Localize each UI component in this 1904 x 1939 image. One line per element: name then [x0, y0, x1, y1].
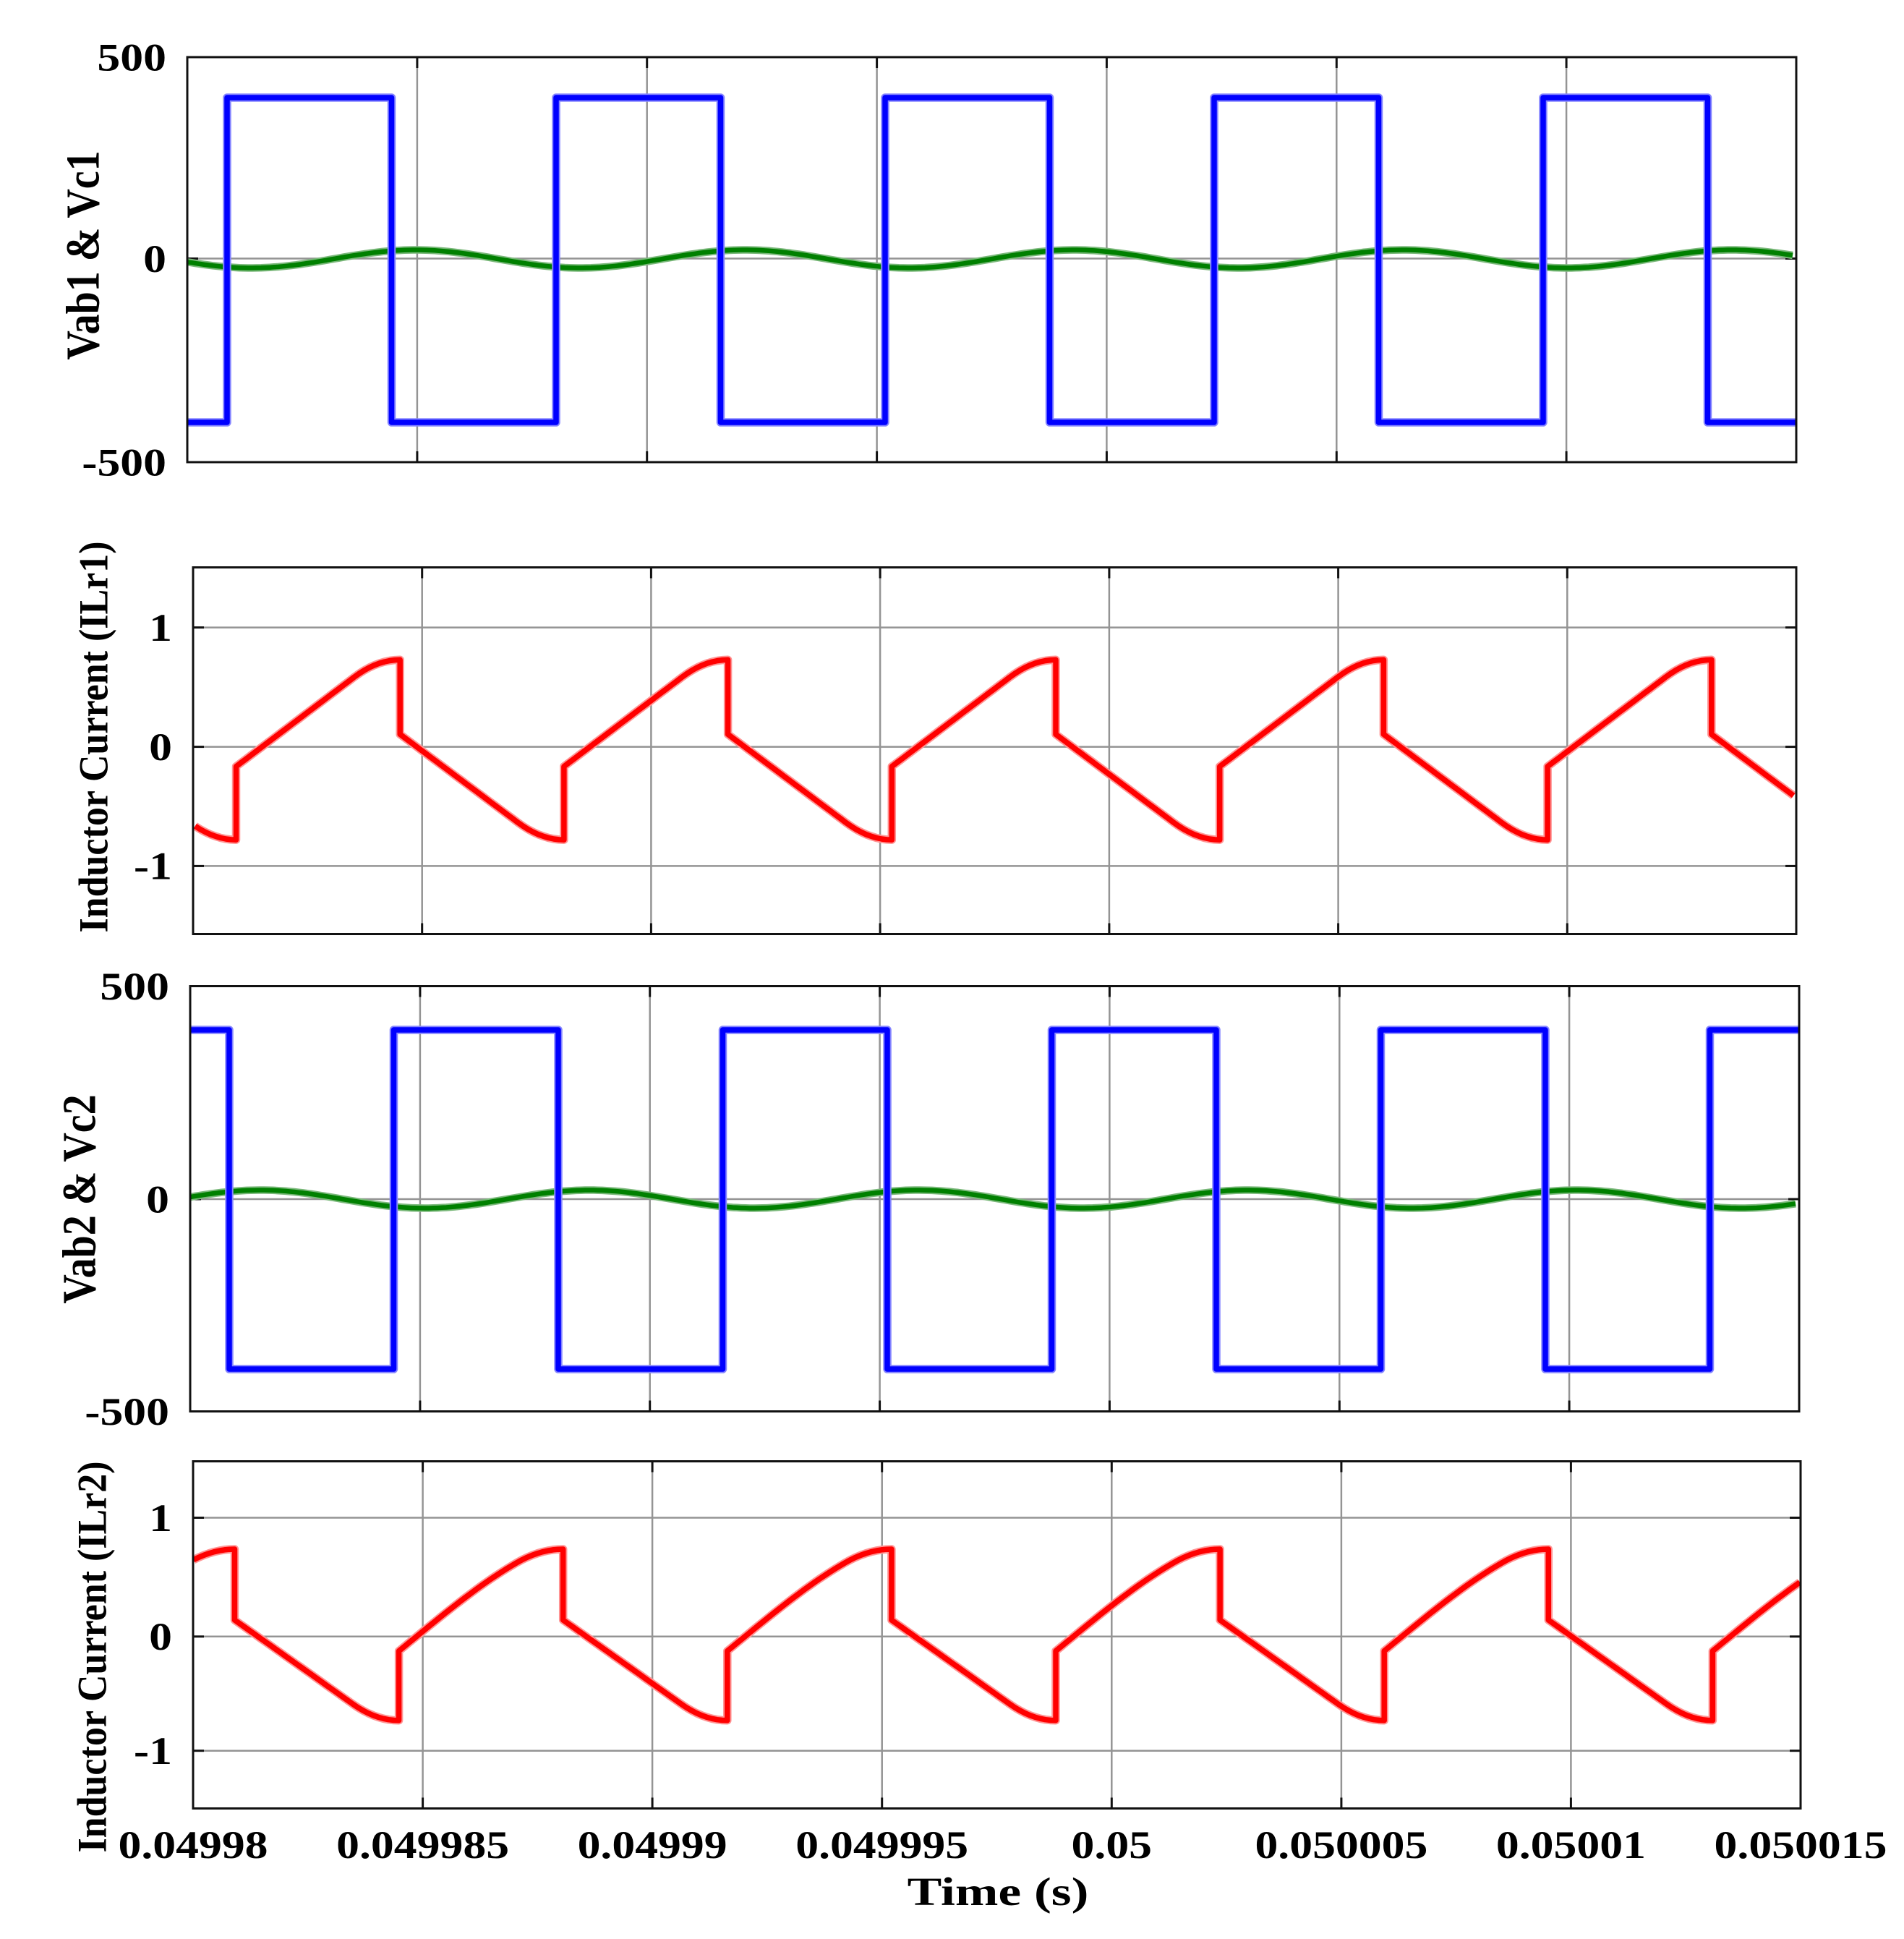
svg-text:0.05: 0.05 [1072, 1823, 1152, 1867]
svg-text:1: 1 [149, 605, 172, 649]
svg-text:Inductor Current (ILr2): Inductor Current (ILr2) [69, 1461, 115, 1852]
svg-text:0.05001: 0.05001 [1496, 1823, 1646, 1867]
svg-text:Vab1 & Vc1: Vab1 & Vc1 [56, 150, 109, 359]
svg-text:-500: -500 [82, 440, 166, 484]
svg-text:Time (s): Time (s) [908, 1870, 1089, 1914]
svg-text:0: 0 [143, 236, 166, 280]
svg-text:1: 1 [149, 1496, 172, 1539]
svg-text:0.049985: 0.049985 [336, 1823, 509, 1867]
svg-text:0: 0 [149, 1615, 172, 1658]
svg-text:-1: -1 [134, 844, 172, 887]
svg-text:Inductor Current (ILr1): Inductor Current (ILr1) [70, 541, 116, 932]
svg-text:0: 0 [149, 725, 172, 768]
svg-text:0.050005: 0.050005 [1255, 1823, 1427, 1867]
svg-text:0.050015: 0.050015 [1715, 1823, 1887, 1867]
svg-text:Vab2 & Vc2: Vab2 & Vc2 [53, 1094, 106, 1303]
svg-text:0.04998: 0.04998 [118, 1823, 268, 1867]
svg-text:-500: -500 [85, 1389, 169, 1433]
svg-text:-1: -1 [134, 1729, 172, 1773]
svg-text:500: 500 [97, 35, 166, 79]
svg-text:0.04999: 0.04999 [578, 1823, 727, 1867]
svg-text:0: 0 [146, 1177, 169, 1221]
svg-text:0.049995: 0.049995 [795, 1823, 968, 1867]
svg-text:500: 500 [100, 964, 169, 1007]
